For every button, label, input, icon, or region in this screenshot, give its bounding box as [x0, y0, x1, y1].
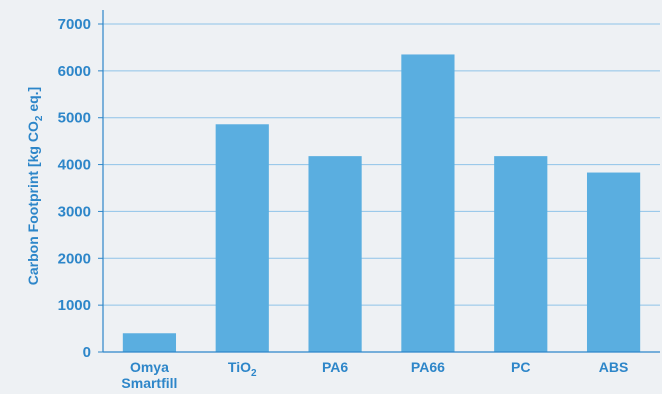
- x-tick-label: Omya Smartfill: [121, 359, 177, 391]
- x-tick-label: ABS: [599, 359, 629, 375]
- y-tick-label: 1000: [58, 297, 91, 314]
- x-category-labels: Omya Smartfill TiO2 PA6 PA66 PC ABS: [121, 359, 628, 391]
- y-tick-label: 2000: [58, 250, 91, 267]
- x-tick-label: PA6: [322, 359, 348, 375]
- x-tick-label: PC: [511, 359, 530, 375]
- bar: [122, 333, 177, 352]
- y-axis-label: Carbon Footprint [kg CO2 eq.]: [25, 87, 45, 285]
- axes: [98, 10, 660, 353]
- y-tick-labels: 0 1000 2000 3000 4000 5000 6000 7000: [58, 16, 91, 361]
- y-tick-label: 7000: [58, 16, 91, 33]
- bar: [215, 124, 269, 352]
- y-tick-label: 4000: [58, 157, 91, 174]
- bar: [401, 54, 455, 352]
- y-tick-label: 6000: [58, 63, 91, 80]
- bar: [308, 156, 362, 352]
- x-tick-label: PA66: [411, 359, 445, 375]
- y-tick-label: 0: [83, 344, 91, 361]
- gridlines: [103, 23, 660, 306]
- y-tick-label: 5000: [58, 110, 91, 127]
- bars: [122, 54, 641, 352]
- x-tick-label: TiO2: [228, 359, 257, 379]
- bar: [494, 156, 548, 352]
- y-tick-label: 3000: [58, 203, 91, 220]
- bar: [586, 172, 641, 352]
